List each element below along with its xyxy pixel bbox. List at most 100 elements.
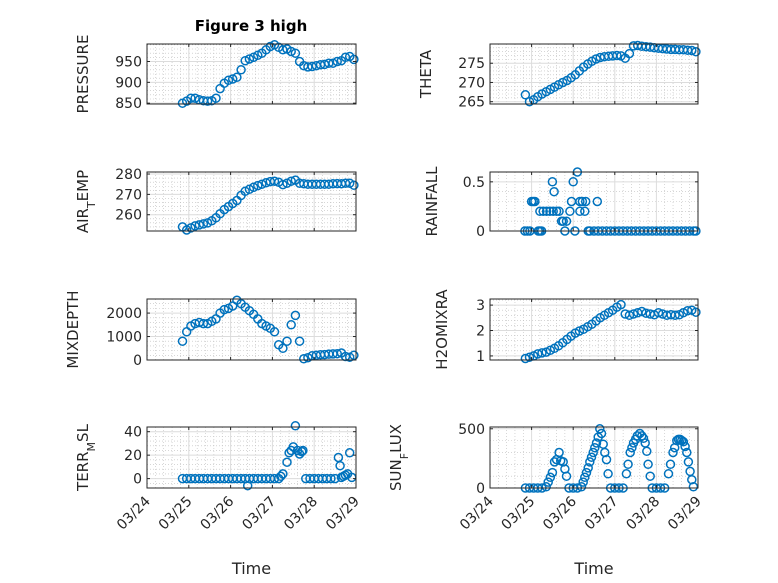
data-point (683, 457, 694, 467)
data-point (547, 177, 558, 187)
data-point (601, 454, 612, 465)
y-label-main: H2OMIXRA (433, 289, 451, 370)
y-label-main: AIR (74, 208, 92, 233)
data-point (577, 196, 588, 207)
data-point (591, 438, 602, 448)
plot-area (147, 299, 356, 360)
y-tick-label: 2000 (106, 306, 142, 322)
data-point (628, 309, 639, 319)
subplot-pressure: 850 900 950 PRESSURE (74, 35, 359, 114)
data-point (520, 353, 531, 364)
data-point (554, 206, 564, 217)
data-point (177, 336, 188, 346)
data-point (253, 180, 263, 191)
data-point (242, 480, 253, 491)
data-point (568, 177, 578, 187)
data-point (612, 50, 622, 61)
x-axis-label: Time (231, 559, 271, 578)
minor-grid (490, 427, 698, 488)
data-point (328, 58, 338, 68)
data-series (177, 421, 357, 491)
y-tick-label: 275 (458, 56, 485, 72)
y-tick-label: 0 (133, 472, 142, 488)
data-point (269, 327, 280, 337)
y-axis-label: PRESSURE (74, 35, 92, 114)
data-series (177, 175, 359, 235)
data-point (547, 467, 558, 478)
data-point (653, 307, 664, 318)
data-point (549, 186, 559, 197)
data-point (603, 469, 613, 479)
plot-area (490, 44, 698, 104)
data-point (202, 96, 213, 106)
data-point (691, 307, 701, 317)
axes-box (489, 43, 699, 105)
data-point (530, 196, 540, 207)
data-point (524, 352, 535, 362)
data-point (624, 48, 635, 59)
data-point (548, 206, 558, 217)
y-axis-label: SUNFLUX (387, 424, 411, 491)
y-axis-label: AIRTEMP (74, 170, 98, 233)
data-point (585, 457, 595, 467)
y-tick-label: 20 (124, 448, 142, 464)
data-point (282, 457, 292, 467)
minor-grid (490, 299, 698, 360)
y-tick-label: 950 (115, 55, 142, 71)
data-point (223, 75, 234, 86)
data-point (638, 433, 649, 444)
minor-grid (147, 299, 356, 360)
data-point (240, 55, 250, 66)
plot-area (147, 427, 356, 488)
data-point (596, 428, 607, 439)
data-point (232, 72, 242, 83)
data-point (537, 348, 547, 358)
y-axis-label: THETA (417, 49, 435, 99)
data-point (269, 473, 280, 484)
y-tick-label: 2 (476, 324, 485, 340)
y-axis-label: RAINFALL (423, 166, 441, 237)
data-point (257, 179, 267, 189)
subplot-theta: 265 270 275 THETA (417, 40, 701, 111)
data-point (278, 179, 288, 190)
data-point (332, 56, 342, 67)
axes-box (146, 43, 357, 105)
y-tick-label: 260 (115, 208, 142, 224)
y-axis-label: MIXDEPTH (64, 290, 82, 368)
data-point (558, 216, 568, 226)
data-point (595, 424, 605, 434)
y-tick-label: 0 (133, 353, 142, 369)
data-point (541, 206, 552, 217)
data-point (680, 441, 690, 452)
data-point (624, 310, 635, 321)
data-point (344, 448, 355, 458)
axes-box (146, 171, 357, 232)
data-point (533, 349, 543, 359)
data-point (691, 46, 701, 57)
data-point (298, 445, 308, 456)
data-point (198, 219, 209, 229)
axes-box (489, 298, 699, 361)
axes-box (146, 298, 357, 361)
data-point (330, 473, 340, 484)
data-point (211, 93, 221, 103)
data-point (543, 477, 553, 487)
plot-area (490, 299, 698, 360)
x-axis-label: Time (573, 559, 613, 578)
data-point (583, 463, 593, 473)
data-point (663, 469, 674, 479)
data-point (580, 472, 590, 483)
data-point (588, 447, 598, 458)
data-point (190, 93, 200, 103)
subplot-air-temp: 260 270 280 AIRTEMP (74, 167, 359, 235)
data-point (632, 431, 643, 441)
data-point (578, 477, 588, 487)
data-point (290, 310, 301, 321)
data-point (520, 90, 531, 100)
data-series (520, 299, 701, 364)
y-tick-label: 1000 (106, 330, 142, 346)
y-label-main: PRESSURE (74, 35, 92, 114)
data-point (581, 467, 592, 478)
data-point (332, 348, 342, 359)
data-point (296, 446, 307, 457)
